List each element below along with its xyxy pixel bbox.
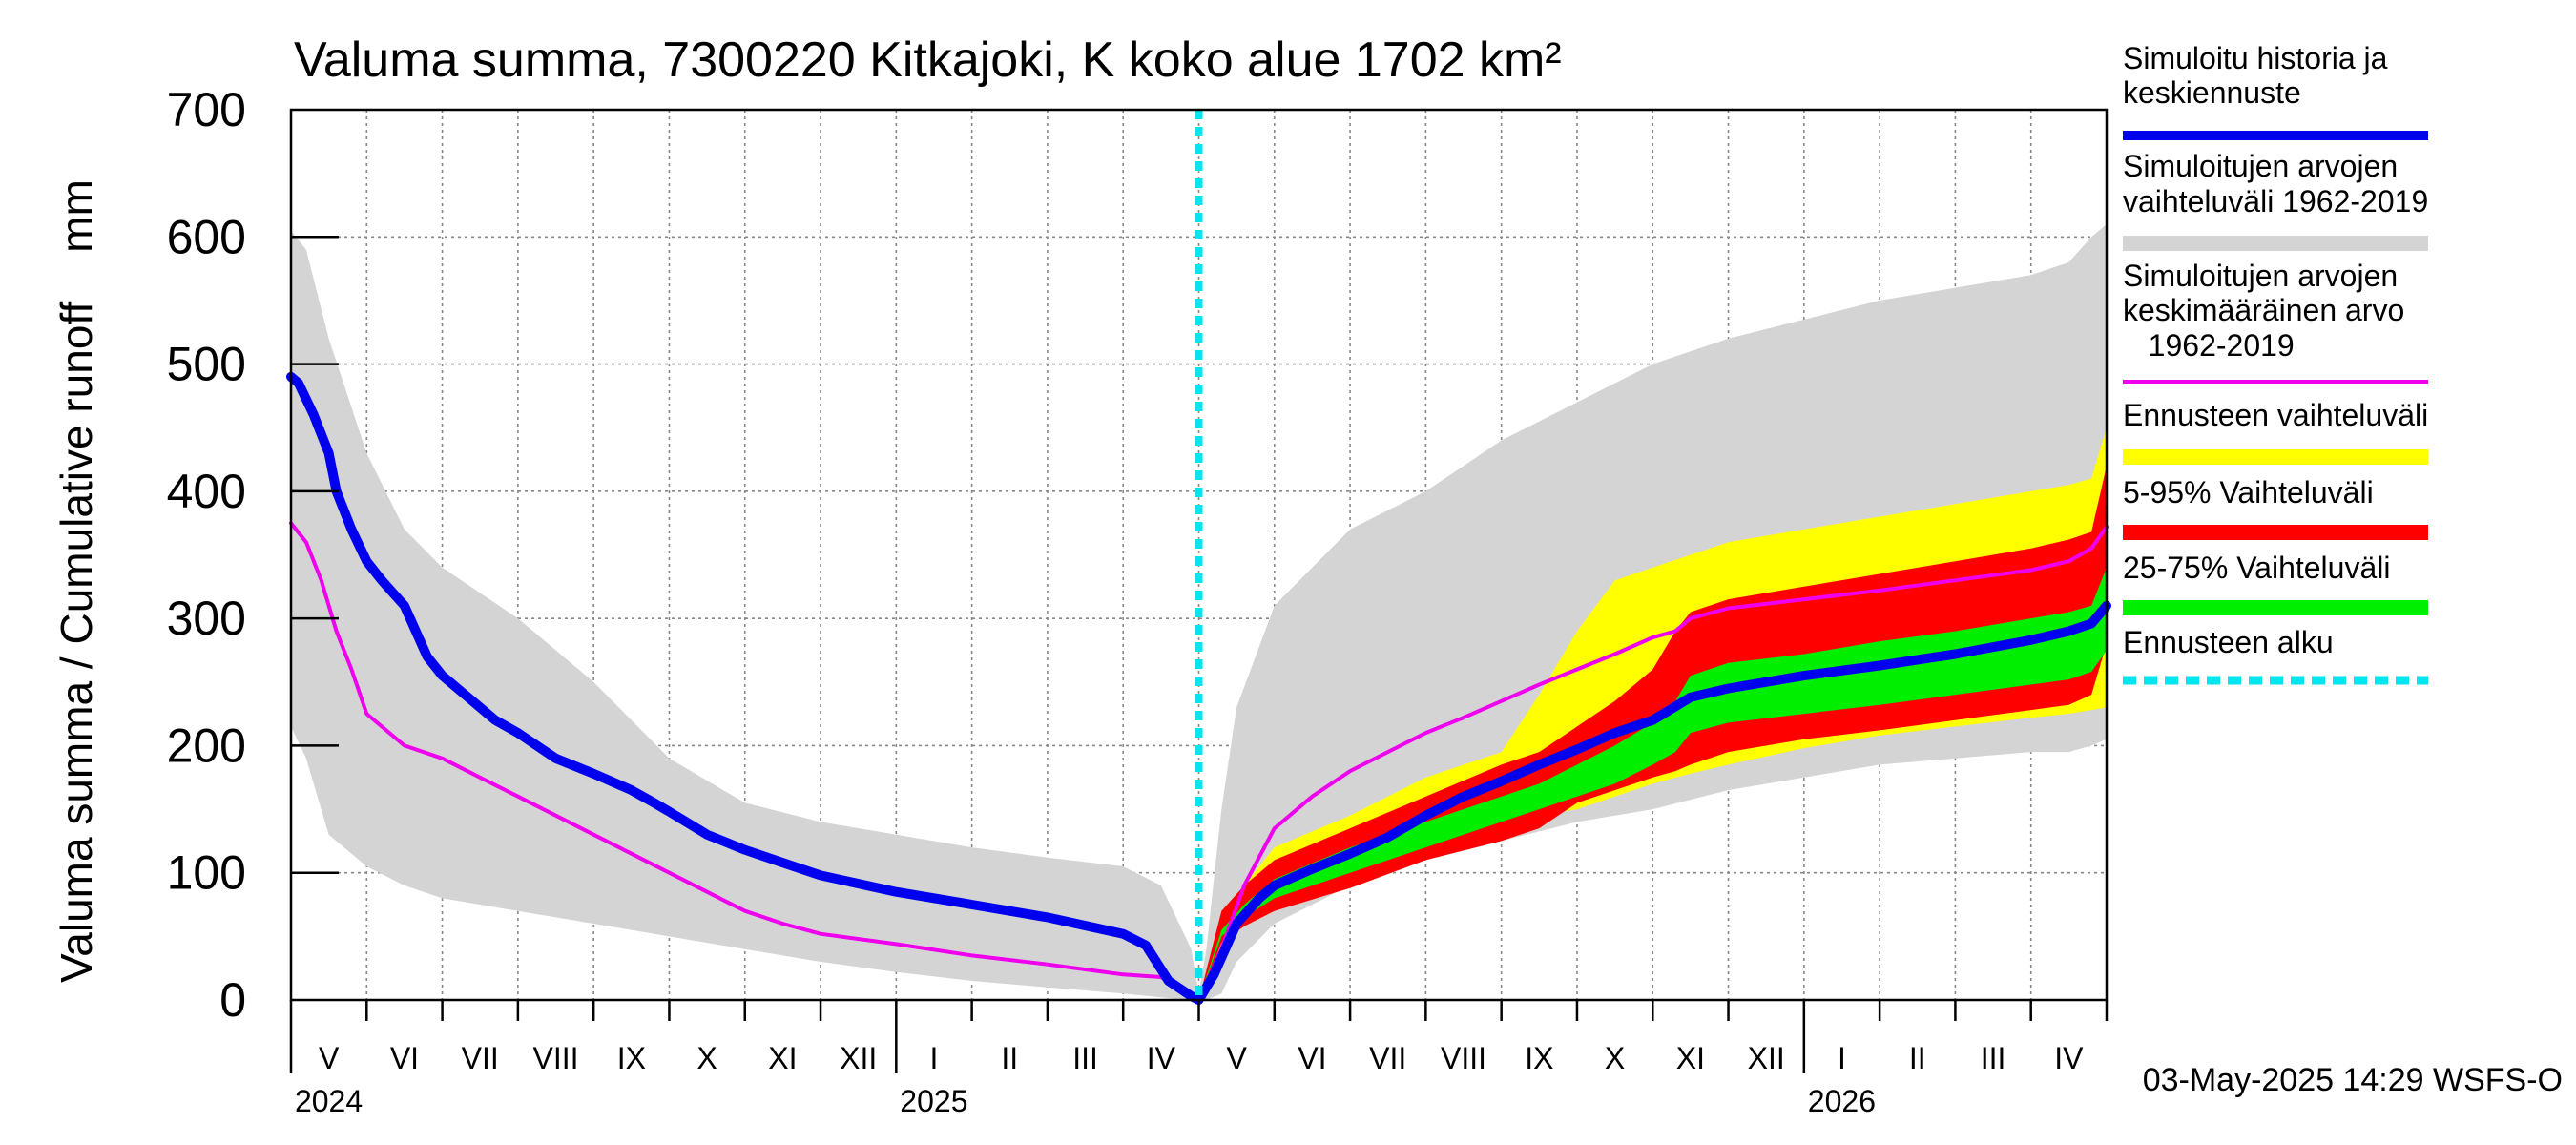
month-label: VII: [1369, 1041, 1406, 1075]
month-label: VIII: [1441, 1041, 1486, 1075]
legend-label: Simuloitujen arvojen vaihteluväli 1962-20…: [2123, 149, 2428, 219]
month-label: XI: [768, 1041, 797, 1075]
month-label: I: [930, 1041, 939, 1075]
month-label: VI: [1298, 1041, 1326, 1075]
y-tick-labels: 0 100 200 300 400 500 600 700: [167, 83, 339, 1027]
history-range-band: [291, 224, 2107, 1000]
month-label: III: [1072, 1041, 1098, 1075]
y-axis-label: Valuma summa / Cumulative runoff mm: [52, 179, 101, 983]
legend-label: Simuloitu historia ja keskiennuste: [2123, 41, 2388, 110]
legend-label: Ennusteen alku: [2123, 625, 2334, 659]
month-label: II: [1001, 1041, 1018, 1075]
month-label: XII: [840, 1041, 877, 1075]
y-tick-label: 0: [219, 973, 246, 1027]
year-label: 2026: [1808, 1084, 1876, 1118]
x-axis: V VI VII VIII IX X XI XII I II III IV V VI VII VIII IX X X…: [289, 1000, 2109, 1118]
chart-title: Valuma summa, 7300220 Kitkajoki, K koko …: [294, 32, 1562, 88]
simulated-forecast-line: [286, 371, 2111, 1005]
month-label: X: [696, 1041, 717, 1075]
y-tick-label: 200: [167, 718, 246, 772]
y-tick-label: 100: [167, 846, 246, 900]
month-label: VII: [462, 1041, 499, 1075]
y-tick-label: 400: [167, 465, 246, 518]
month-label: IX: [1525, 1041, 1553, 1075]
month-label: XI: [1676, 1041, 1705, 1075]
month-label: VIII: [533, 1041, 579, 1075]
month-label: IX: [617, 1041, 646, 1075]
y-tick-label: 500: [167, 338, 246, 391]
timestamp-label: 03-May-2025 14:29 WSFS-O: [2143, 1062, 2563, 1098]
month-label: II: [1909, 1041, 1926, 1075]
data-bands: [291, 224, 2107, 1000]
month-label: XII: [1748, 1041, 1785, 1075]
legend-label: 25-75% Vaihteluväli: [2123, 551, 2390, 585]
month-label: X: [1605, 1041, 1625, 1075]
y-tick-label: 600: [167, 210, 246, 263]
month-label: IV: [2054, 1041, 2084, 1075]
month-label: VI: [390, 1041, 419, 1075]
y-tick-label: 300: [167, 592, 246, 645]
legend: Simuloitu historia ja keskiennuste Simuloi…: [2123, 41, 2428, 685]
y-tick-label: 700: [167, 83, 246, 136]
legend-label: Ennusteen vaihteluväli: [2123, 398, 2428, 432]
p25-75-band: [1198, 567, 2107, 1000]
year-label: 2024: [295, 1084, 363, 1118]
month-label: III: [1981, 1041, 2006, 1075]
data-lines: [286, 110, 2111, 1005]
month-label: I: [1838, 1041, 1846, 1075]
month-label: IV: [1147, 1041, 1176, 1075]
month-label: V: [319, 1041, 340, 1075]
year-label: 2025: [900, 1084, 967, 1118]
legend-label: 5-95% Vaihteluväli: [2123, 475, 2374, 510]
legend-label: Simuloitujen arvojen keskimääräinen arvo …: [2123, 259, 2404, 363]
month-label: V: [1226, 1041, 1247, 1075]
